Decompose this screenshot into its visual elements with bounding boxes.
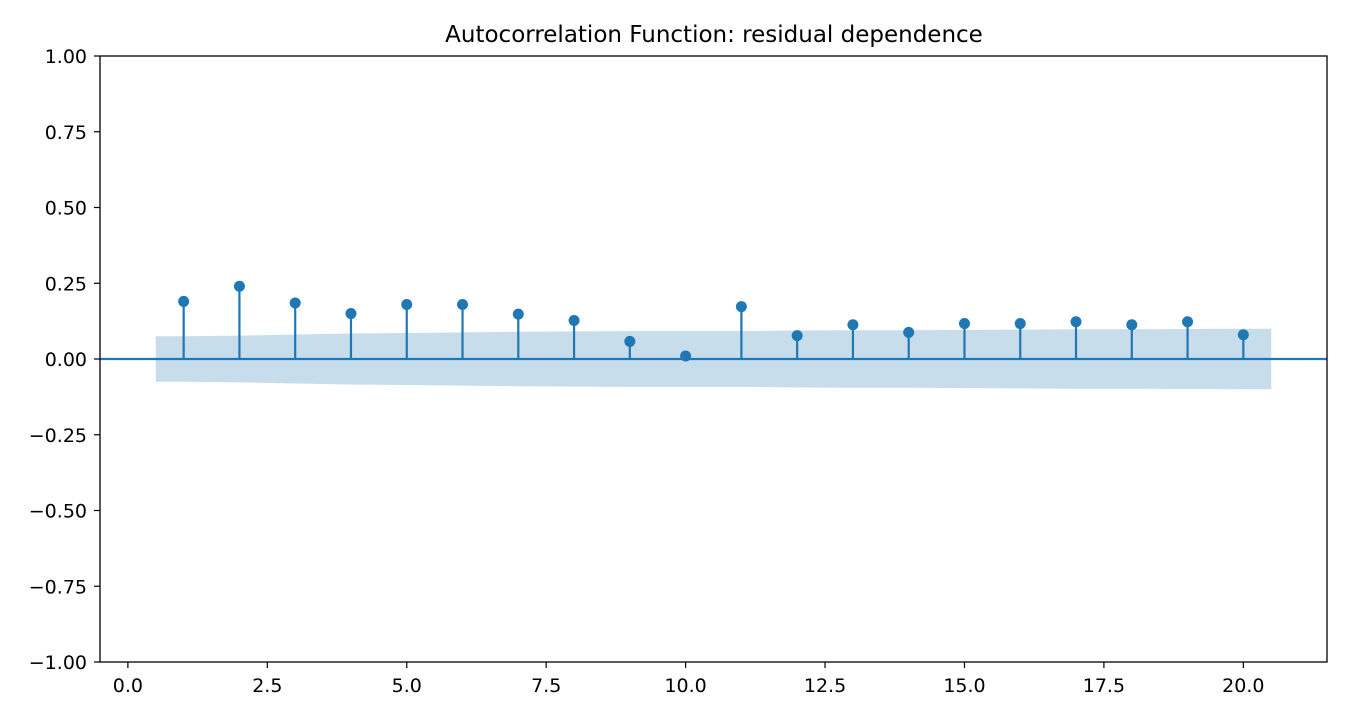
x-tick-label: 15.0: [943, 675, 985, 697]
acf-lag-14: [903, 326, 915, 359]
y-tick-label: −0.75: [29, 576, 87, 598]
acf-lag-9: [624, 335, 636, 359]
x-tick-label: 2.5: [252, 675, 282, 697]
stem-marker: [457, 298, 469, 310]
stem-marker: [1182, 316, 1194, 328]
stem-marker: [568, 315, 580, 327]
y-tick-label: 0.50: [45, 198, 87, 220]
stem-marker: [345, 308, 357, 320]
acf-lag-11: [735, 301, 747, 359]
stem-marker: [791, 330, 803, 342]
stem-marker: [289, 297, 301, 309]
x-tick-label: 12.5: [804, 675, 846, 697]
stem-marker: [1237, 329, 1249, 341]
acf-lag-16: [1014, 318, 1026, 359]
acf-lag-2: [233, 280, 245, 359]
stem-marker: [1070, 316, 1082, 328]
acf-lag-10: [680, 350, 692, 362]
acf-lag-15: [958, 318, 970, 359]
x-tick-label: 7.5: [531, 675, 561, 697]
acf-lag-6: [457, 298, 469, 359]
stem-marker: [903, 326, 915, 338]
tick-layer: 0.0 2.5 5.0 7.5 10.0 12.5 15.0 17.5 20.0 −1.00 −0.…: [29, 46, 1265, 697]
acf-lag-17: [1070, 316, 1082, 359]
stem-marker: [178, 295, 190, 307]
y-tick-label: −1.00: [29, 652, 87, 674]
plot-frame: [99, 55, 1328, 663]
stem-marker: [735, 301, 747, 313]
acf-lag-5: [401, 298, 413, 359]
acf-lag-7: [512, 308, 524, 359]
y-tick-label: 0.00: [45, 349, 87, 371]
x-tick-label: 10.0: [664, 675, 706, 697]
y-tick-label: −0.25: [29, 425, 87, 447]
stem-marker: [512, 308, 524, 320]
y-tick-label: 1.00: [45, 46, 87, 68]
acf-lag-4: [345, 308, 357, 359]
y-tick-label: 0.25: [45, 273, 87, 295]
x-tick-label: 20.0: [1222, 675, 1264, 697]
stem-marker: [401, 298, 413, 310]
stem-marker: [1126, 319, 1138, 331]
acf-lag-19: [1182, 316, 1194, 359]
stem-marker: [624, 335, 636, 347]
acf-lag-1: [178, 295, 190, 359]
x-tick-label: 0.0: [113, 675, 143, 697]
stem-marker: [847, 319, 859, 331]
stem-marker: [1014, 318, 1026, 330]
chart-title: Autocorrelation Function: residual depen…: [445, 22, 983, 48]
stem-marker: [958, 318, 970, 330]
stem-marker: [233, 280, 245, 292]
acf-lag-3: [289, 297, 301, 359]
x-tick-label: 5.0: [392, 675, 422, 697]
acf-lag-20: [1237, 329, 1249, 359]
acf-lag-8: [568, 315, 580, 359]
acf-lag-12: [791, 330, 803, 359]
stem-marker: [680, 350, 692, 362]
acf-lag-13: [847, 319, 859, 359]
stem-layer: [178, 280, 1249, 362]
acf-lag-18: [1126, 319, 1138, 359]
x-tick-label: 17.5: [1083, 675, 1125, 697]
y-tick-label: −0.50: [29, 501, 87, 523]
y-tick-label: 0.75: [45, 122, 87, 144]
